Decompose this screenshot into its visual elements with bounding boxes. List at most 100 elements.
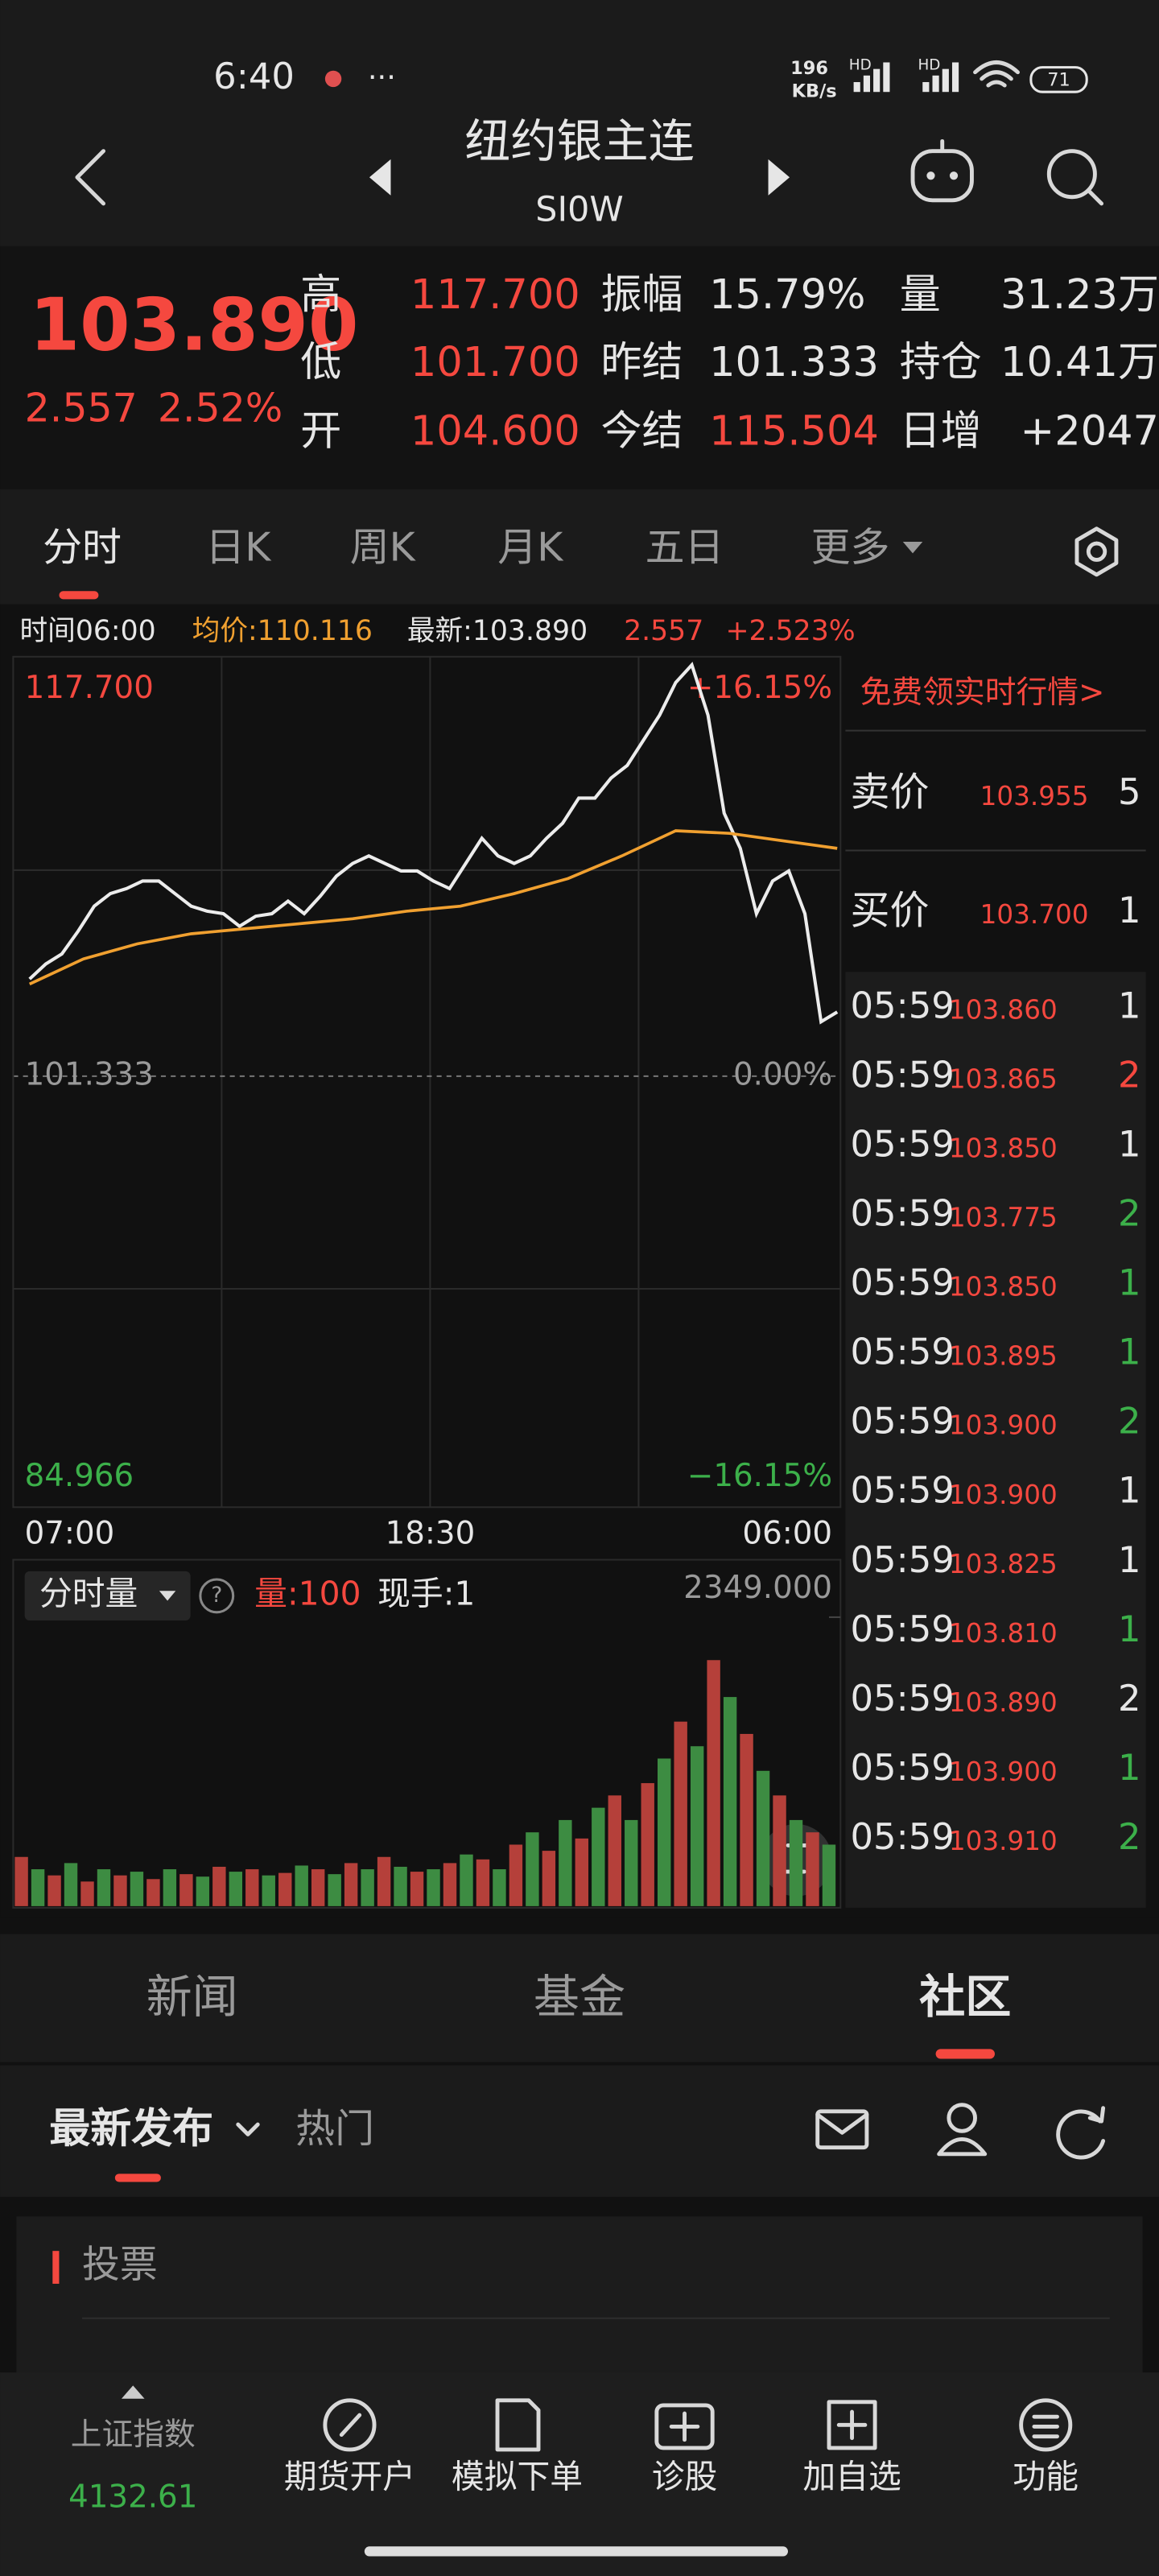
field-label: 今结 [601, 407, 683, 455]
trade-price: 103.890 [949, 1687, 1058, 1718]
next-button[interactable] [768, 159, 790, 196]
field-value: 10.41万 [1000, 339, 1159, 386]
price-change-pct: 2.52% [158, 385, 283, 431]
section-tab[interactable]: 基金 [534, 1971, 625, 2024]
search-button[interactable] [1046, 149, 1104, 206]
nav-item[interactable]: 功能 [1013, 2458, 1079, 2496]
field-value: 101.333 [709, 339, 879, 386]
trade-qty: 1 [1118, 984, 1141, 1026]
volume-bar [526, 1832, 539, 1906]
field-label: 高 [300, 271, 341, 319]
last-price: 103.890 [30, 283, 359, 367]
y-tick-label: 117.700 [25, 670, 154, 706]
level-price: 103.955 [980, 781, 1089, 811]
field-value: +2047 [1021, 407, 1159, 455]
volume-bar [295, 1865, 308, 1906]
signal-icons [853, 60, 1088, 93]
trade-price: 103.825 [949, 1549, 1058, 1579]
bottom-nav [0, 2372, 1159, 2576]
field-value: 117.700 [410, 271, 580, 319]
info-item: +2.523% [726, 615, 856, 647]
chart-grid [13, 656, 841, 1508]
subtab[interactable]: 热门 [295, 2106, 374, 2152]
prev-button[interactable] [369, 159, 391, 196]
pct-label: −16.15% [687, 1458, 832, 1494]
refresh-button[interactable] [1056, 2106, 1106, 2160]
nav-item[interactable]: 模拟下单 [452, 2458, 583, 2496]
volume-bar [97, 1869, 111, 1906]
volume-qty: 量:100 [254, 1574, 361, 1612]
notify-icon [324, 70, 342, 88]
subtab[interactable]: 最新发布 [49, 2105, 213, 2153]
index-caret [121, 2385, 145, 2399]
instrument-code: SI0W [535, 190, 623, 230]
price-change: 2.557 [25, 385, 138, 431]
promo-link[interactable]: 免费领实时行情> [860, 675, 1105, 711]
average-line [28, 829, 838, 986]
assistant-button[interactable] [910, 138, 974, 203]
tab[interactable]: 更多 [811, 525, 890, 571]
volume-max-label: 2349.000 [683, 1570, 832, 1606]
volume-bar [196, 1876, 210, 1906]
price-line [28, 662, 839, 1025]
network-type: HD [918, 57, 940, 74]
tab-bar [0, 489, 1159, 605]
trade-price: 103.860 [949, 994, 1058, 1025]
nav-item[interactable]: 期货开户 [284, 2458, 415, 2496]
info-item: 均价:110.116 [192, 615, 373, 647]
level-label: 卖价 [851, 770, 930, 815]
trade-time: 05:59 [851, 1677, 955, 1719]
trade-qty: 1 [1118, 1122, 1141, 1165]
tab[interactable]: 日K [205, 525, 272, 571]
section-bar [0, 1934, 1159, 2062]
settings-button[interactable] [1074, 526, 1119, 577]
volume-bar [773, 1795, 786, 1906]
tab[interactable]: 月K [497, 525, 564, 571]
field-label: 日增 [900, 407, 982, 455]
volume-bar [410, 1872, 424, 1906]
level-label: 买价 [851, 887, 930, 933]
tab[interactable]: 周K [350, 525, 417, 571]
field-value: 115.504 [709, 407, 879, 455]
trade-price: 103.850 [949, 1272, 1058, 1302]
net-speed: 196 [790, 58, 828, 79]
volume-bar [80, 1881, 94, 1906]
volume-bar [113, 1875, 127, 1906]
volume-bar [179, 1874, 193, 1906]
index-name[interactable]: 上证指数 [71, 2417, 196, 2453]
volume-bar [493, 1869, 506, 1906]
network-type: HD [849, 57, 872, 74]
field-label: 开 [300, 407, 341, 455]
more-caret [902, 542, 923, 554]
profile-button[interactable] [937, 2103, 988, 2157]
trade-price: 103.865 [949, 1063, 1058, 1094]
volume-selector[interactable] [24, 1571, 191, 1621]
section-underline [935, 2049, 995, 2059]
trade-time: 05:59 [851, 1122, 955, 1165]
trade-qty: 1 [1118, 1608, 1141, 1650]
level-qty: 5 [1118, 770, 1141, 813]
volume-bar [130, 1872, 144, 1906]
section-tab[interactable]: 新闻 [146, 1971, 238, 2024]
volume-bar [377, 1856, 391, 1906]
field-value: 15.79% [709, 271, 865, 319]
volume-bar [278, 1872, 292, 1906]
tab[interactable]: 五日 [645, 525, 724, 571]
volume-label: 分时量 [39, 1574, 138, 1612]
back-button[interactable] [75, 149, 105, 206]
volume-bar [212, 1866, 226, 1906]
help-icon[interactable] [199, 1578, 235, 1614]
nav-item[interactable]: 诊股 [652, 2458, 718, 2496]
section-tab[interactable]: 社区 [919, 1971, 1011, 2024]
mail-button[interactable] [815, 2109, 869, 2150]
info-item: 时间06:00 [20, 615, 156, 647]
trade-time: 05:59 [851, 1261, 955, 1304]
trade-qty: 1 [1118, 1331, 1141, 1373]
tab[interactable]: 分时 [43, 525, 122, 571]
battery-level: 71 [1047, 69, 1070, 90]
volume-bar [476, 1859, 490, 1906]
volume-bar [592, 1807, 605, 1906]
nav-item[interactable]: 加自选 [802, 2458, 901, 2496]
